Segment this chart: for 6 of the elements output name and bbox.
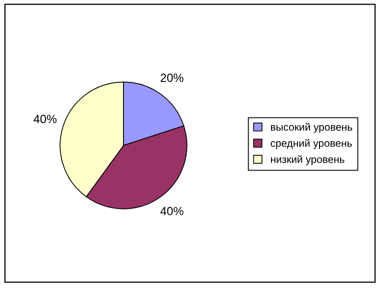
- legend-label: низкий уровень: [271, 155, 344, 166]
- legend-label: высокий уровень: [271, 122, 352, 133]
- data-label: 40%: [34, 114, 57, 124]
- data-label: 20%: [160, 74, 184, 82]
- legend-label: средний уровень: [270, 139, 352, 149]
- data-label: 40%: [160, 206, 184, 216]
